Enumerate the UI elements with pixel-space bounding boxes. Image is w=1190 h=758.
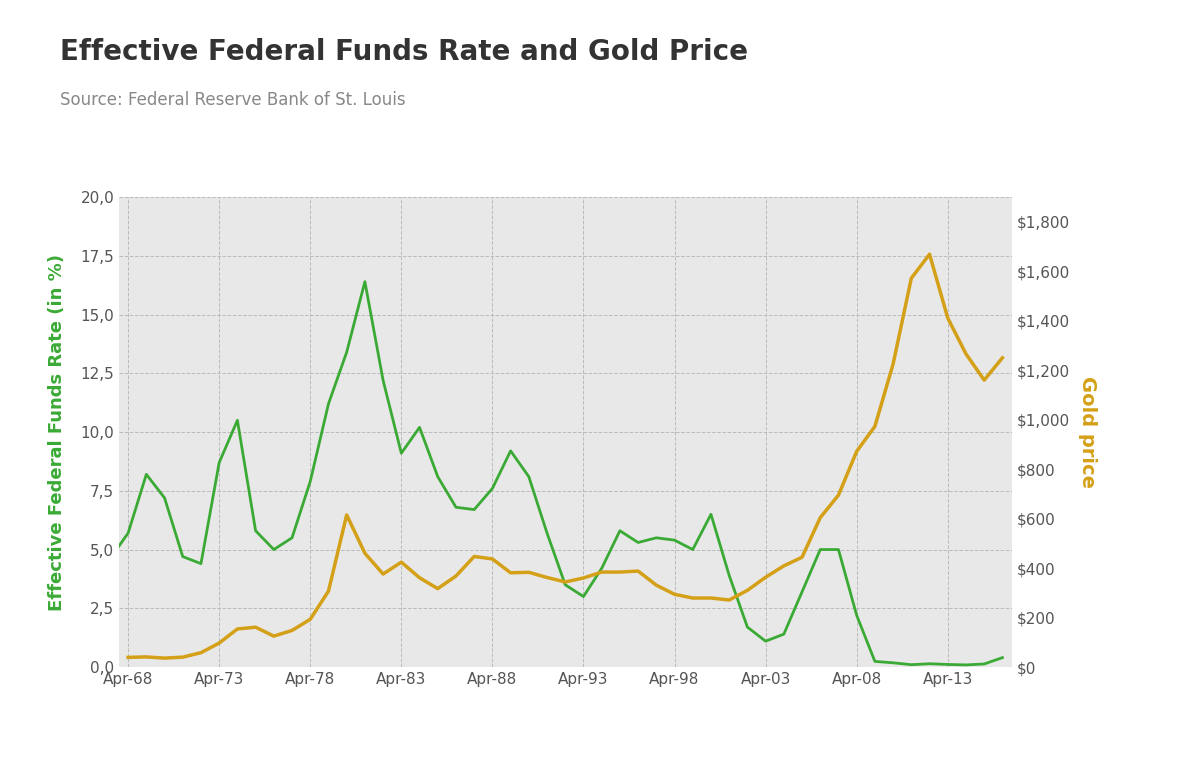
Y-axis label: Gold price: Gold price xyxy=(1078,376,1097,488)
Text: Effective Federal Funds Rate and Gold Price: Effective Federal Funds Rate and Gold Pr… xyxy=(60,38,747,66)
Y-axis label: Effective Federal Funds Rate (in %): Effective Federal Funds Rate (in %) xyxy=(49,254,67,610)
Text: Source: Federal Reserve Bank of St. Louis: Source: Federal Reserve Bank of St. Loui… xyxy=(60,91,405,109)
